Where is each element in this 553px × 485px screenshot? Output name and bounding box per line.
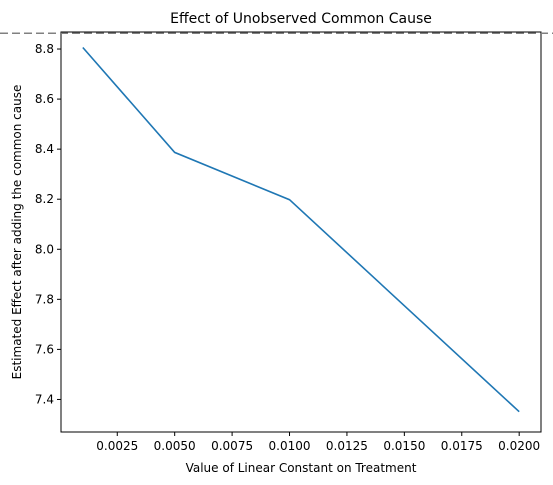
x-tick-label: 0.0075	[211, 439, 253, 453]
y-tick-label: 8.8	[35, 42, 54, 56]
x-tick-label: 0.0125	[326, 439, 368, 453]
x-axis-label: Value of Linear Constant on Treatment	[186, 461, 417, 475]
x-tick-label: 0.0200	[498, 439, 540, 453]
x-tick-label: 0.0175	[441, 439, 483, 453]
x-axis: 0.0025 0.0050 0.0075 0.0100 0.0125 0.0150 0.01…	[96, 432, 540, 453]
y-axis: 7.4 7.6 7.8 8.0 8.2 8.4 8.6 8.8	[35, 42, 61, 406]
y-tick-label: 8.2	[35, 192, 54, 206]
plot-frame	[60, 31, 542, 433]
x-tick-label: 0.0050	[154, 439, 196, 453]
x-tick-label: 0.0025	[96, 439, 138, 453]
chart-title: Effect of Unobserved Common Cause	[170, 11, 432, 27]
y-tick-label: 7.8	[35, 292, 54, 306]
series-line	[82, 46, 520, 413]
y-tick-label: 8.6	[35, 92, 54, 106]
y-tick-label: 7.4	[35, 392, 54, 406]
y-tick-label: 8.0	[35, 242, 54, 256]
x-tick-label: 0.0100	[269, 439, 311, 453]
x-tick-label: 0.0150	[383, 439, 425, 453]
plot-area	[60, 31, 542, 433]
y-tick-label: 7.6	[35, 342, 54, 356]
y-axis-label: Estimated Effect after adding the common…	[10, 85, 24, 380]
y-tick-label: 8.4	[35, 142, 54, 156]
